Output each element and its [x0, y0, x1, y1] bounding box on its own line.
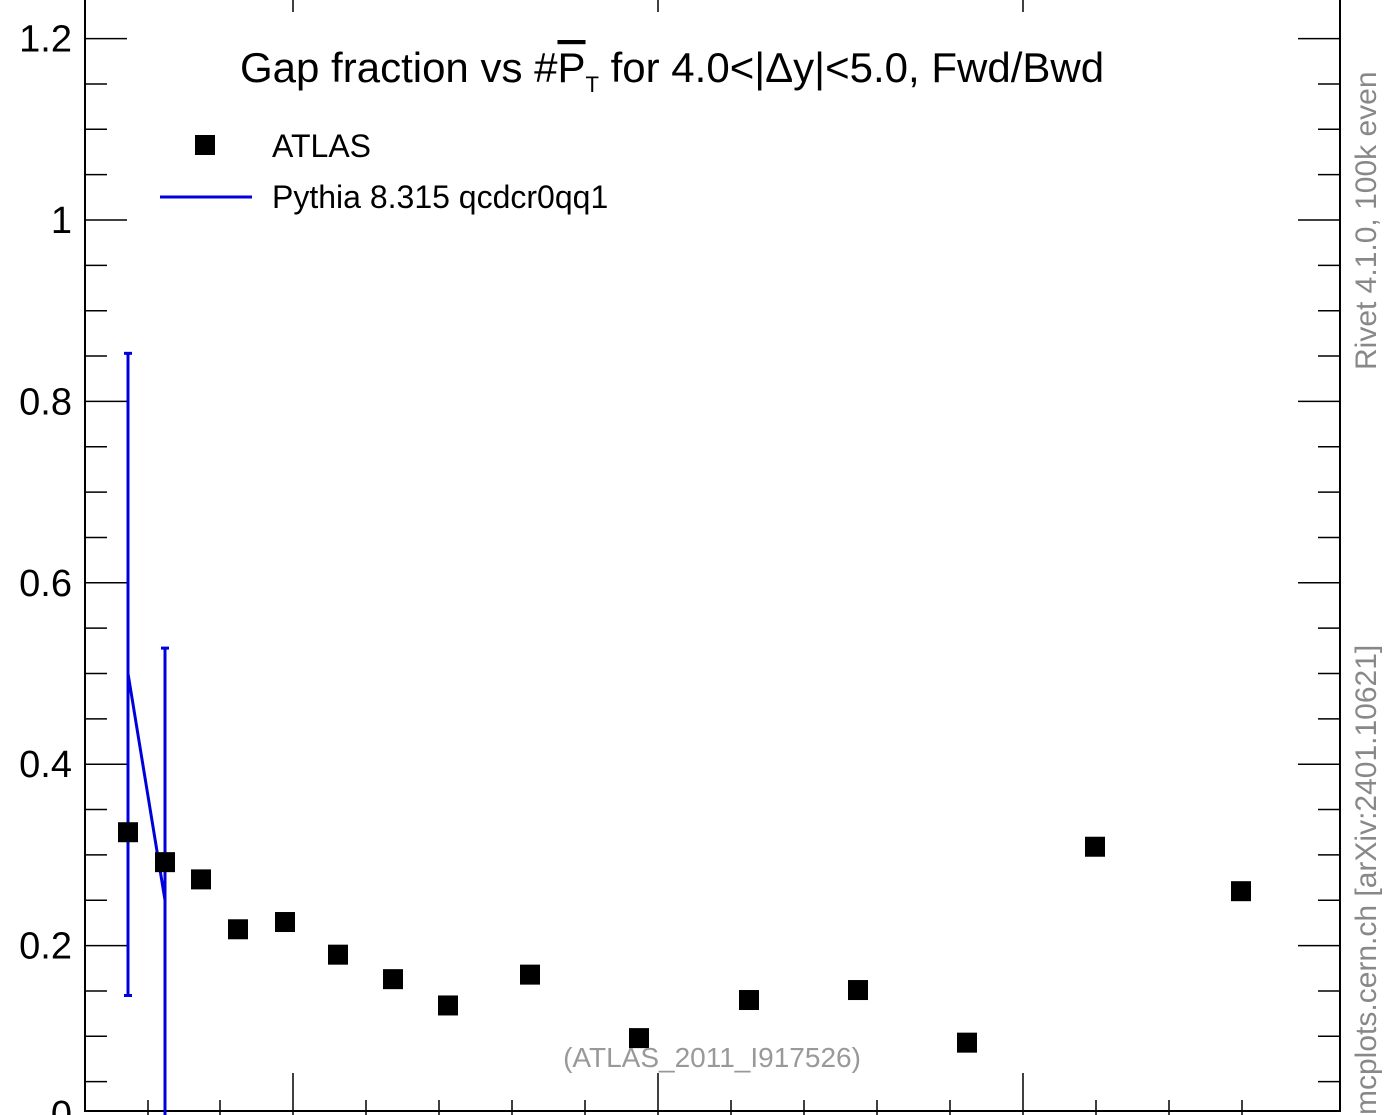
legend-label-atlas: ATLAS	[272, 128, 371, 164]
side-label-top: Rivet 4.1.0, 100k even	[1350, 71, 1383, 370]
side-label-bottom: mcplots.cern.ch [arXiv:2401.10621]	[1350, 645, 1383, 1115]
legend-marker-atlas	[195, 135, 215, 155]
legend-label-pythia: Pythia 8.315 qcdcr0qq1	[272, 179, 608, 215]
y-tick-label: 1	[51, 200, 72, 242]
atlas-point	[275, 912, 295, 933]
atlas-point	[328, 944, 348, 965]
x-axis-ticks	[147, 0, 1243, 1115]
chart-title: Gap fraction vs #PT for 4.0<|Δy|<5.0, Fw…	[240, 44, 1104, 97]
atlas-point	[848, 980, 868, 1001]
analysis-annotation: (ATLAS_2011_I917526)	[563, 1042, 861, 1073]
legend: ATLAS Pythia 8.315 qcdcr0qq1	[160, 128, 608, 215]
title-symbol: P	[557, 44, 585, 91]
atlas-point	[1085, 836, 1105, 857]
atlas-series	[118, 822, 1251, 1053]
atlas-point	[383, 969, 403, 990]
atlas-point	[520, 964, 540, 985]
y-tick-label: 0.6	[19, 563, 72, 605]
y-axis-tick-labels: 0.2 0.4 0.6 0.8 1 1.2 0	[19, 19, 72, 1115]
title-subscript: T	[586, 72, 599, 97]
y-tick-label: 1.2	[19, 19, 72, 61]
y-tick-label: 0.2	[19, 926, 72, 968]
y-tick-label-zero: 0	[51, 1094, 72, 1115]
atlas-point	[739, 990, 759, 1011]
atlas-point	[629, 1028, 649, 1049]
atlas-point	[118, 822, 138, 843]
y-tick-label: 0.8	[19, 381, 72, 423]
pythia-series	[124, 351, 169, 1115]
plot-frame	[84, 0, 1341, 1112]
atlas-point	[191, 869, 211, 890]
y-tick-label: 0.4	[19, 744, 72, 786]
y-axis-ticks	[85, 37, 1340, 1083]
atlas-point	[957, 1032, 977, 1053]
atlas-point	[155, 852, 175, 873]
atlas-point	[228, 919, 248, 940]
atlas-point	[438, 995, 458, 1016]
atlas-point	[1231, 881, 1251, 902]
